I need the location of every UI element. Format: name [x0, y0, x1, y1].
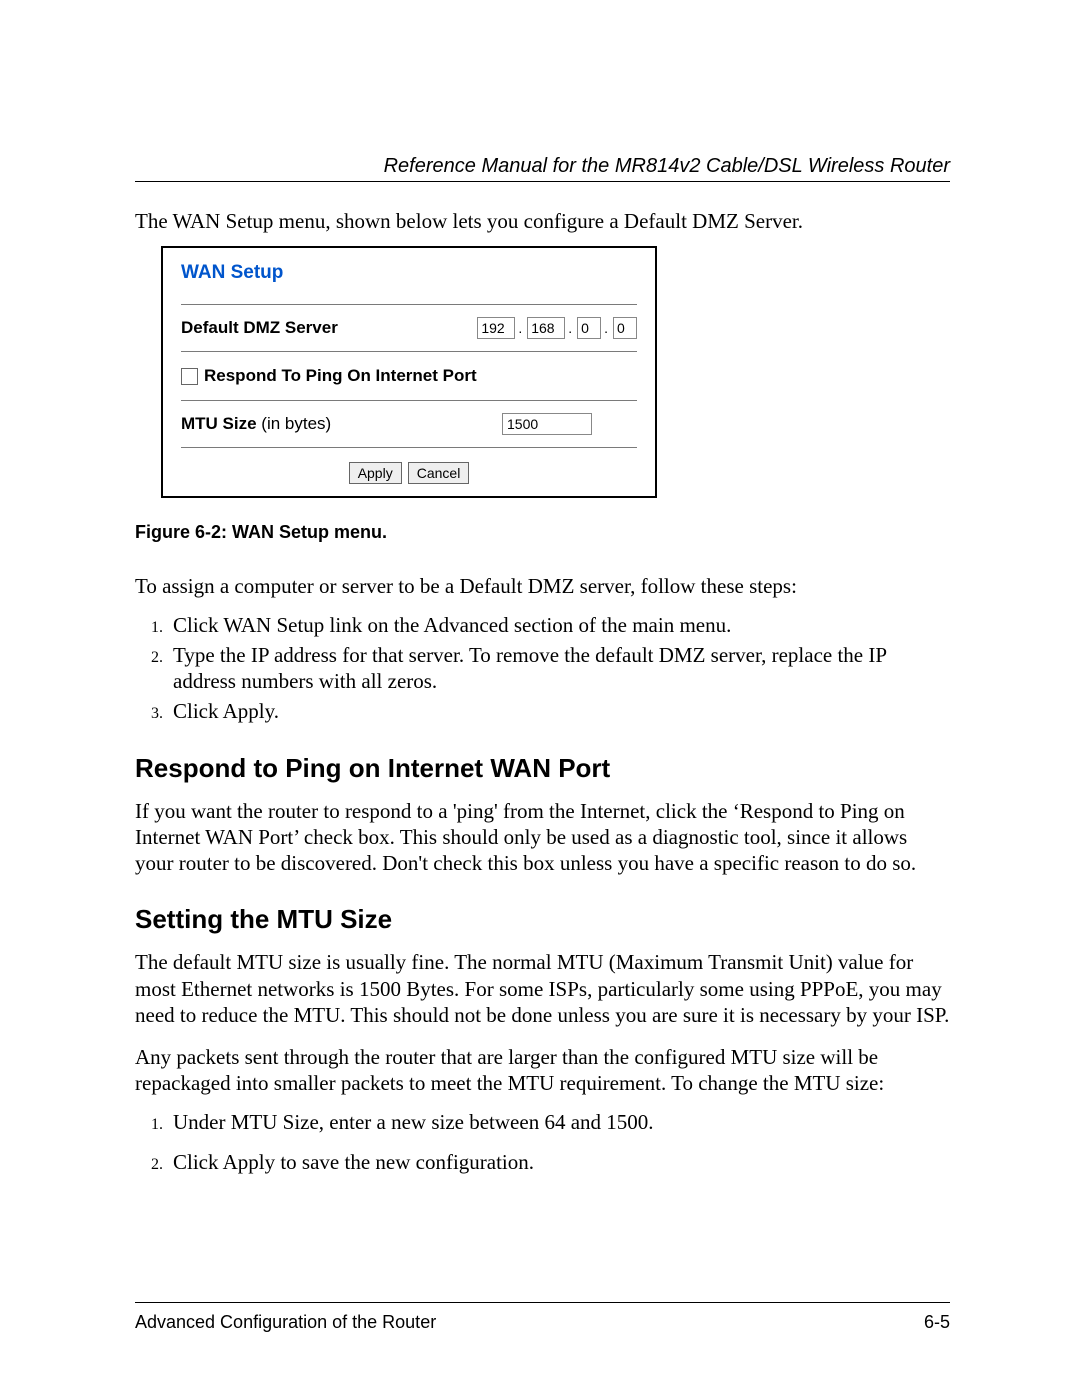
mtu-row: MTU Size (in bytes): [181, 409, 637, 439]
dmz-ip-octet-3[interactable]: [577, 317, 601, 339]
dmz-row: Default DMZ Server . . .: [181, 313, 637, 343]
ping-paragraph: If you want the router to respond to a '…: [135, 798, 950, 877]
list-item: Click Apply to save the new configuratio…: [167, 1149, 950, 1175]
footer-rule: [135, 1302, 950, 1303]
dmz-steps-list: Click WAN Setup link on the Advanced sec…: [135, 612, 950, 725]
ping-label: Respond To Ping On Internet Port: [204, 366, 477, 386]
dmz-ip-octet-1[interactable]: [477, 317, 515, 339]
footer-page-number: 6-5: [924, 1312, 950, 1333]
list-item: Click Apply.: [167, 698, 950, 724]
ping-checkbox[interactable]: [181, 368, 198, 385]
separator: [181, 351, 637, 352]
dmz-ip-octet-2[interactable]: [527, 317, 565, 339]
mtu-label-light: (in bytes): [257, 414, 332, 433]
document-page: Reference Manual for the MR814v2 Cable/D…: [0, 0, 1080, 1397]
ip-dot: .: [518, 320, 524, 336]
dmz-ip-octet-4[interactable]: [613, 317, 637, 339]
ip-dot: .: [568, 320, 574, 336]
page-header-title: Reference Manual for the MR814v2 Cable/D…: [384, 155, 950, 178]
mtu-steps-list: Under MTU Size, enter a new size between…: [135, 1109, 950, 1176]
wan-setup-figure: WAN Setup Default DMZ Server . . .: [161, 246, 950, 498]
heading-respond-ping: Respond to Ping on Internet WAN Port: [135, 753, 950, 784]
ping-row: Respond To Ping On Internet Port: [181, 360, 637, 392]
apply-button[interactable]: Apply: [349, 462, 402, 484]
dmz-ip-group: . . .: [477, 317, 637, 339]
ip-dot: .: [604, 320, 610, 336]
footer-chapter: Advanced Configuration of the Router: [135, 1312, 436, 1333]
list-item: Click WAN Setup link on the Advanced sec…: [167, 612, 950, 638]
cancel-button[interactable]: Cancel: [408, 462, 470, 484]
header-rule: [135, 181, 950, 182]
mtu-paragraph-1: The default MTU size is usually fine. Th…: [135, 949, 950, 1028]
wan-setup-panel: WAN Setup Default DMZ Server . . .: [161, 246, 657, 498]
button-row: Apply Cancel: [181, 456, 637, 484]
page-content: The WAN Setup menu, shown below lets you…: [135, 208, 950, 1175]
separator: [181, 447, 637, 448]
wan-setup-title: WAN Setup: [181, 262, 637, 284]
separator: [181, 304, 637, 305]
heading-mtu: Setting the MTU Size: [135, 904, 950, 935]
assign-paragraph: To assign a computer or server to be a D…: [135, 573, 950, 599]
dmz-label: Default DMZ Server: [181, 318, 338, 338]
list-item: Type the IP address for that server. To …: [167, 642, 950, 695]
mtu-label-bold: MTU Size: [181, 414, 257, 433]
mtu-input[interactable]: [502, 413, 592, 435]
mtu-paragraph-2: Any packets sent through the router that…: [135, 1044, 950, 1097]
intro-paragraph: The WAN Setup menu, shown below lets you…: [135, 208, 950, 234]
separator: [181, 400, 637, 401]
figure-caption: Figure 6-2: WAN Setup menu.: [135, 522, 950, 543]
list-item: Under MTU Size, enter a new size between…: [167, 1109, 950, 1135]
mtu-label: MTU Size (in bytes): [181, 414, 331, 434]
